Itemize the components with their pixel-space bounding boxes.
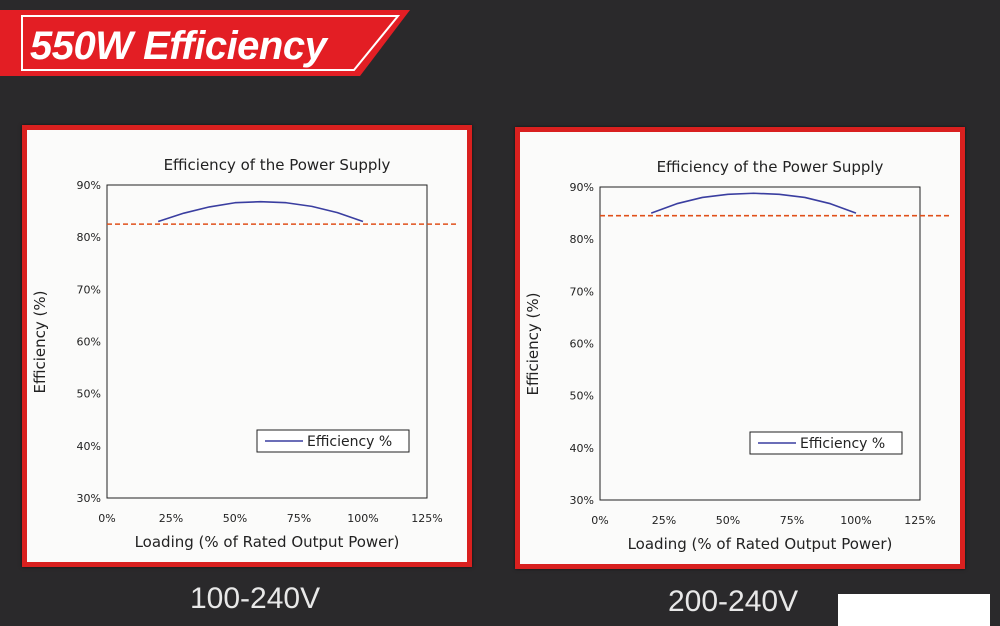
- chart-title: Efficiency of the Power Supply: [657, 158, 884, 176]
- title-banner: 550W Efficiency: [0, 10, 410, 76]
- y-tick-label: 70%: [77, 283, 101, 296]
- efficiency-chart-2: Efficiency of the Power Supply 30% 40% 50% 6…: [524, 158, 950, 553]
- legend-box: [256, 429, 410, 453]
- legend-box: [749, 431, 903, 455]
- plot-area: [106, 184, 428, 499]
- chart-title: Efficiency of the Power Supply: [164, 156, 391, 174]
- page-title: 550W Efficiency: [30, 24, 327, 68]
- voltage-caption-1: 100-240V: [190, 582, 321, 615]
- x-tick-label: 25%: [159, 512, 183, 525]
- y-tick-label: 40%: [570, 442, 594, 455]
- y-tick-label: 30%: [77, 492, 101, 505]
- x-axis-label: Loading (% of Rated Output Power): [135, 533, 400, 551]
- legend-label: Efficiency %: [307, 434, 392, 450]
- chart-panel-2: Efficiency of the Power Supply 30% 40% 50% 6…: [515, 127, 965, 569]
- x-tick-label: 100%: [347, 512, 378, 525]
- y-tick-label: 30%: [570, 494, 594, 507]
- y-tick-label: 80%: [570, 233, 594, 246]
- y-tick-label: 70%: [570, 285, 594, 298]
- efficiency-series-line: [157, 200, 364, 223]
- x-tick-label: 75%: [287, 512, 311, 525]
- y-tick-label: 50%: [570, 390, 594, 403]
- voltage-caption-2: 200-240V: [668, 585, 799, 618]
- y-tick-label: 40%: [77, 440, 101, 453]
- y-tick-label: 60%: [77, 336, 101, 349]
- y-tick-label: 50%: [77, 388, 101, 401]
- x-tick-label: 125%: [904, 514, 935, 527]
- x-tick-label: 50%: [716, 514, 740, 527]
- x-tick-label: 50%: [223, 512, 247, 525]
- x-tick-label: 25%: [652, 514, 676, 527]
- corner-box: [838, 594, 990, 626]
- y-tick-label: 90%: [77, 179, 101, 192]
- efficiency-chart-1: Efficiency of the Power Supply 30% 40% 50% 6…: [31, 156, 457, 551]
- x-axis-label: Loading (% of Rated Output Power): [628, 535, 893, 553]
- chart-panel-1: Efficiency of the Power Supply 30% 40% 50% 6…: [22, 125, 472, 567]
- x-tick-label: 0%: [591, 514, 608, 527]
- y-axis-label: Efficiency (%): [524, 293, 542, 396]
- y-tick-label: 60%: [570, 338, 594, 351]
- y-tick-label: 80%: [77, 231, 101, 244]
- x-tick-label: 100%: [840, 514, 871, 527]
- y-axis-label: Efficiency (%): [31, 291, 49, 394]
- y-tick-label: 90%: [570, 181, 594, 194]
- efficiency-series-line: [650, 192, 857, 214]
- x-tick-label: 125%: [411, 512, 442, 525]
- legend-label: Efficiency %: [800, 436, 885, 452]
- x-tick-label: 75%: [780, 514, 804, 527]
- x-tick-label: 0%: [98, 512, 115, 525]
- banner-shape: [0, 10, 410, 76]
- plot-area: [599, 186, 921, 501]
